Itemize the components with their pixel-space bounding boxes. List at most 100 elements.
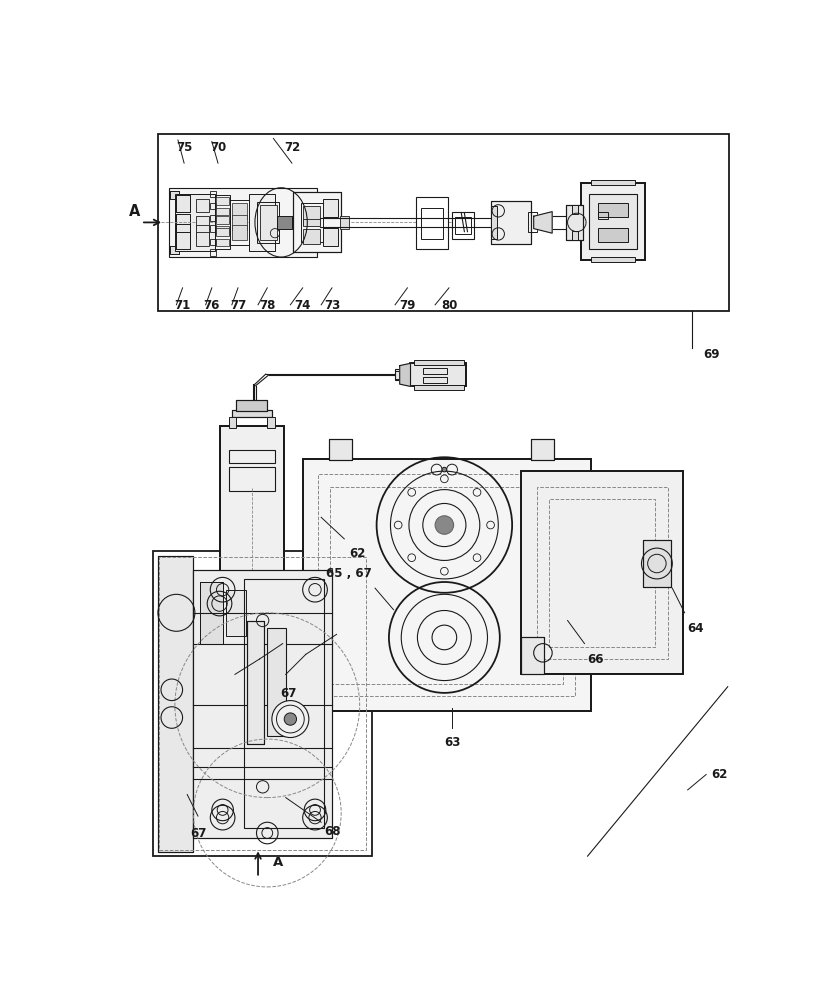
Bar (210, 215, 216, 221)
Bar (598, 228, 627, 242)
Bar (257, 202, 279, 243)
Text: 67: 67 (280, 687, 296, 700)
Bar (219, 426, 284, 594)
Bar (232, 225, 247, 240)
Bar (196, 225, 208, 238)
Circle shape (442, 467, 446, 472)
Bar (566, 205, 582, 240)
Bar (170, 191, 179, 199)
Bar (643, 540, 670, 587)
Bar (237, 400, 267, 411)
Bar (216, 197, 228, 205)
Bar (194, 570, 332, 838)
Polygon shape (399, 363, 410, 386)
Bar (521, 471, 682, 674)
Bar (303, 459, 590, 711)
Bar (303, 206, 320, 225)
Bar (415, 197, 447, 249)
Bar (581, 183, 643, 260)
Text: 73: 73 (323, 299, 340, 312)
Bar (237, 400, 267, 411)
Text: 75: 75 (175, 141, 192, 154)
Bar (169, 188, 317, 257)
Text: 69: 69 (702, 348, 719, 361)
Bar (232, 203, 247, 219)
Text: 66: 66 (587, 653, 604, 666)
Bar (318, 474, 575, 696)
Text: 74: 74 (294, 299, 310, 312)
Bar (455, 217, 470, 234)
Bar (176, 195, 190, 212)
Bar (590, 180, 634, 185)
Text: 77: 77 (230, 299, 246, 312)
Bar (176, 224, 190, 238)
Bar (176, 195, 190, 212)
Bar (153, 551, 371, 856)
Bar (527, 212, 536, 232)
Text: 68: 68 (324, 825, 341, 838)
Bar (267, 417, 275, 428)
Bar (216, 226, 228, 234)
Bar (210, 239, 216, 245)
Bar (490, 201, 530, 244)
Bar (536, 487, 667, 659)
Bar (196, 199, 208, 212)
Bar (158, 556, 194, 852)
Bar (581, 183, 643, 260)
Bar (176, 214, 190, 231)
Bar (413, 360, 464, 365)
Bar (328, 439, 351, 460)
Text: 62: 62 (348, 547, 365, 560)
Bar (339, 216, 348, 229)
Bar (421, 208, 442, 239)
Bar (247, 620, 264, 744)
Text: A: A (129, 204, 141, 219)
Circle shape (271, 701, 308, 738)
Bar (589, 194, 636, 249)
Bar (158, 556, 194, 852)
Bar (216, 239, 228, 246)
Bar (199, 582, 222, 644)
Bar (196, 216, 208, 229)
Bar (394, 369, 409, 380)
Bar (423, 368, 447, 374)
Bar (210, 225, 216, 232)
Bar (228, 417, 237, 428)
Bar (210, 191, 216, 197)
Bar (216, 216, 228, 224)
Text: 65 , 67: 65 , 67 (326, 567, 371, 580)
Bar (170, 246, 179, 254)
Bar (158, 134, 729, 311)
Text: 80: 80 (440, 299, 457, 312)
Bar (571, 205, 577, 214)
Text: 72: 72 (284, 141, 299, 154)
Bar (330, 487, 562, 684)
Bar (643, 540, 670, 587)
Text: 70: 70 (209, 141, 226, 154)
Text: 63: 63 (443, 736, 460, 749)
Bar (228, 450, 275, 463)
Text: 78: 78 (259, 299, 275, 312)
Bar (244, 579, 324, 828)
Bar (267, 628, 285, 736)
Bar (230, 200, 248, 245)
Bar (521, 471, 682, 674)
Text: A: A (272, 856, 283, 869)
Bar (303, 229, 320, 244)
Bar (423, 377, 447, 383)
Bar (410, 363, 466, 386)
Bar (232, 410, 271, 417)
Bar (328, 439, 351, 460)
Bar (293, 192, 341, 252)
Bar (590, 257, 634, 262)
Bar (176, 232, 190, 249)
Bar (521, 637, 544, 674)
Bar (323, 199, 337, 217)
Bar (521, 637, 544, 674)
Bar (216, 228, 228, 235)
Bar (490, 201, 530, 244)
Bar (293, 192, 341, 252)
Bar (276, 216, 292, 229)
Bar (598, 203, 627, 217)
Text: 67: 67 (189, 827, 206, 840)
